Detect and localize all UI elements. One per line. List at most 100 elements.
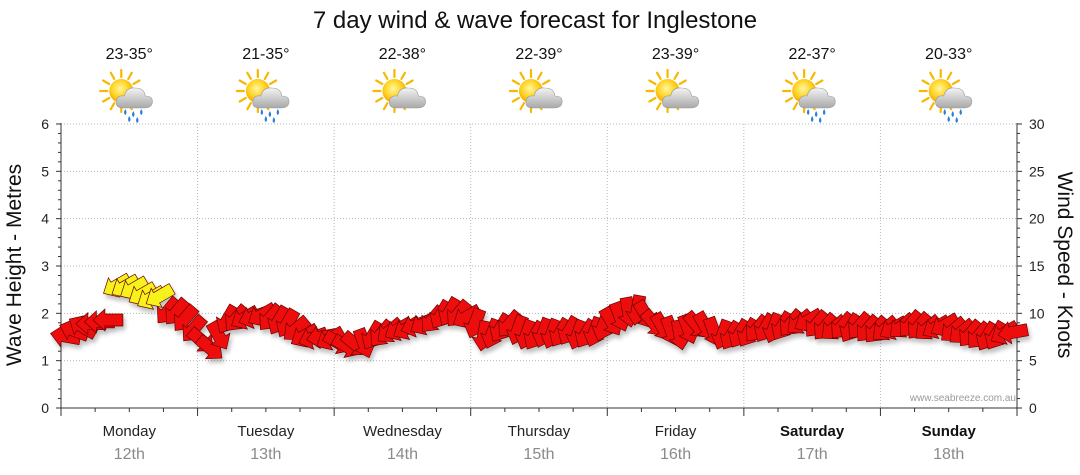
left-axis-title: Wave Height - Metres [3,164,26,366]
sun-cloud-icon [508,68,563,114]
cloud-shape [662,87,699,109]
day-date: 16th [660,446,691,463]
rain-drop [810,116,814,122]
right-tick-label: 10 [1029,305,1045,321]
day-name: Saturday [780,423,845,440]
day-name: Thursday [508,423,571,440]
day-date: 12th [114,446,145,463]
rain-drop [124,109,127,115]
day-name: Monday [103,423,157,440]
day-date: 13th [250,446,281,463]
right-tick-label: 15 [1029,258,1045,274]
day-temperature: 22-37° [788,46,835,63]
sun-ray [109,71,116,80]
sun-cloud-rain-icon [782,68,836,123]
rain-drop [140,109,143,115]
sun-ray [929,102,935,111]
sun-ray [678,79,687,86]
left-tick-label: 2 [41,305,49,321]
right-tick-label: 0 [1029,400,1037,416]
cloud-icon [389,87,426,109]
sun-ray [127,71,133,80]
cloud-icon [525,87,563,109]
cloud-shape [115,87,153,109]
day-name: Friday [655,423,697,440]
cloud-icon [798,87,836,123]
sun-cloud-icon [372,68,426,114]
rain-drop [959,109,962,115]
left-tick-label: 6 [41,116,49,132]
sun-ray [519,71,526,80]
day-temperature: 22-39° [515,46,562,63]
sun-ray [648,79,657,86]
rain-drop [268,111,272,117]
cloud-shape [525,87,563,109]
rain-drop [955,117,958,123]
sun-ray [784,96,794,103]
chart-title: 7 day wind & wave forecast for Ingleston… [313,7,757,34]
wind-arrow [997,321,1029,345]
rain-drop [951,111,954,117]
sun-ray [792,71,799,80]
sun-ray [784,79,794,86]
day-date: 15th [523,446,554,463]
cloud-icon [115,87,153,123]
cloud-icon [252,87,290,123]
sun-ray [946,71,953,80]
left-tick-label: 1 [41,353,49,369]
sun-ray [382,71,389,80]
sun-ray [673,71,680,80]
day-name: Tuesday [237,423,294,440]
right-tick-label: 25 [1029,163,1045,179]
wind-arrow [92,308,124,332]
sun-ray [132,79,141,86]
sun-ray [375,96,384,103]
rain-drop [264,116,268,122]
sun-ray [951,79,961,86]
sun-ray [648,96,657,103]
sun-ray [238,79,247,86]
sun-cloud-rain-icon [99,68,153,123]
sun-ray [246,102,252,111]
day-temperature: 23-35° [106,46,153,63]
day-name: Wednesday [363,423,442,440]
sun-ray [542,79,551,86]
left-tick-label: 4 [41,211,49,227]
sun-ray [375,79,384,86]
sun-ray [655,71,662,80]
sun-ray [101,96,111,103]
sun-ray [109,102,116,111]
sun-ray [511,79,520,86]
left-tick-label: 0 [41,400,49,416]
sun-ray [921,96,930,103]
left-tick-label: 3 [41,258,49,274]
sun-ray [400,71,407,80]
day-date: 18th [933,446,964,463]
cloud-shape [389,87,426,109]
sun-ray [810,71,816,80]
day-temperature: 22-38° [379,46,426,63]
rain-drop [136,117,139,123]
right-tick-label: 5 [1029,353,1037,369]
sun-ray [511,96,520,103]
day-temperature: 23-39° [652,46,699,63]
wind-arrow [205,319,231,350]
cloud-shape [935,87,973,109]
right-tick-label: 30 [1029,116,1045,132]
sun-ray [929,71,935,80]
sun-ray [101,79,111,86]
sun-ray [921,79,930,86]
sun-ray [263,71,270,80]
sun-ray [815,79,824,86]
day-date: 17th [797,446,828,463]
day-name: Sunday [922,423,977,440]
sun-ray [655,102,662,111]
sun-ray [405,79,414,86]
sun-ray [246,71,252,80]
rain-drop [822,109,826,115]
right-axis-title: Wind Speed - Knots [1053,172,1076,359]
wind-arrow [145,283,176,308]
rain-drop [943,109,946,115]
rain-drop [814,111,818,117]
